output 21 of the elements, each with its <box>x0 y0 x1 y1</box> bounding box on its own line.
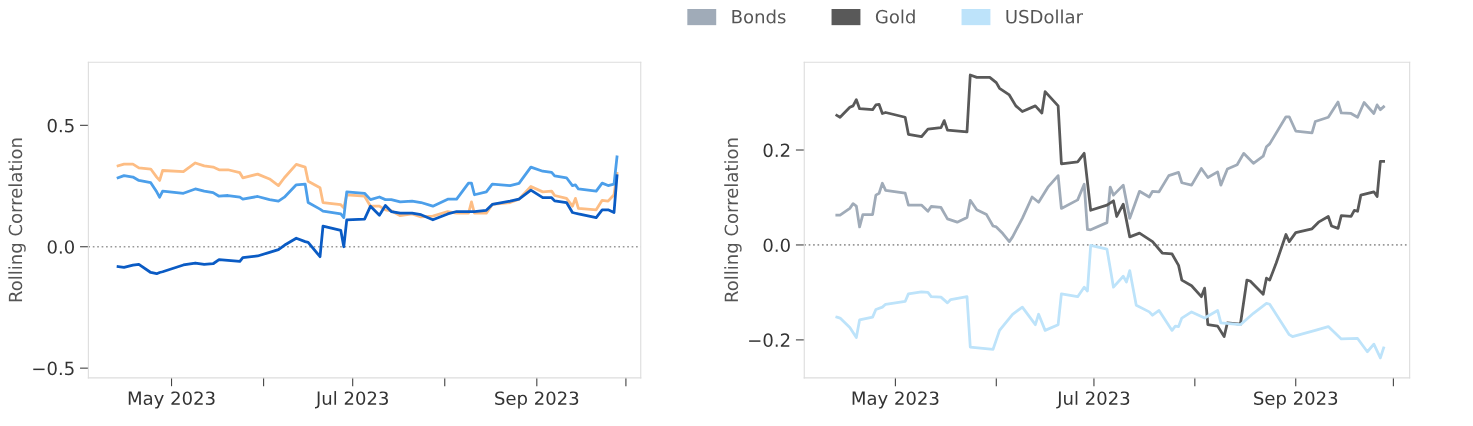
y-tick-label: 0.2 <box>763 143 790 158</box>
y-axis-title: Rolling Correlation <box>724 138 742 302</box>
y-tick-label: 0.5 <box>47 118 74 133</box>
legend-label: Bonds <box>732 9 786 24</box>
y-tick-label: −0.2 <box>749 333 790 347</box>
line-series <box>116 174 619 276</box>
x-tick-label: May 2023 <box>852 391 939 409</box>
x-tick-label: May 2023 <box>128 391 215 409</box>
y-tick-label: 0.0 <box>763 238 790 253</box>
y-tick-label: 0.0 <box>47 240 74 254</box>
y-axis-title: Rolling Correlation <box>8 138 26 302</box>
x-tick-label: Jul 2023 <box>1056 391 1130 409</box>
x-tick-label: Sep 2023 <box>495 391 579 409</box>
legend-label: USDollar <box>1006 9 1084 24</box>
y-tick-label: −0.5 <box>33 361 74 376</box>
line-series <box>835 100 1386 244</box>
legend-label: Gold <box>875 9 915 24</box>
x-tick-label: Sep 2023 <box>1254 391 1338 409</box>
line-series <box>835 244 1386 360</box>
line-series <box>835 73 1386 338</box>
x-tick-label: Jul 2023 <box>315 391 388 409</box>
